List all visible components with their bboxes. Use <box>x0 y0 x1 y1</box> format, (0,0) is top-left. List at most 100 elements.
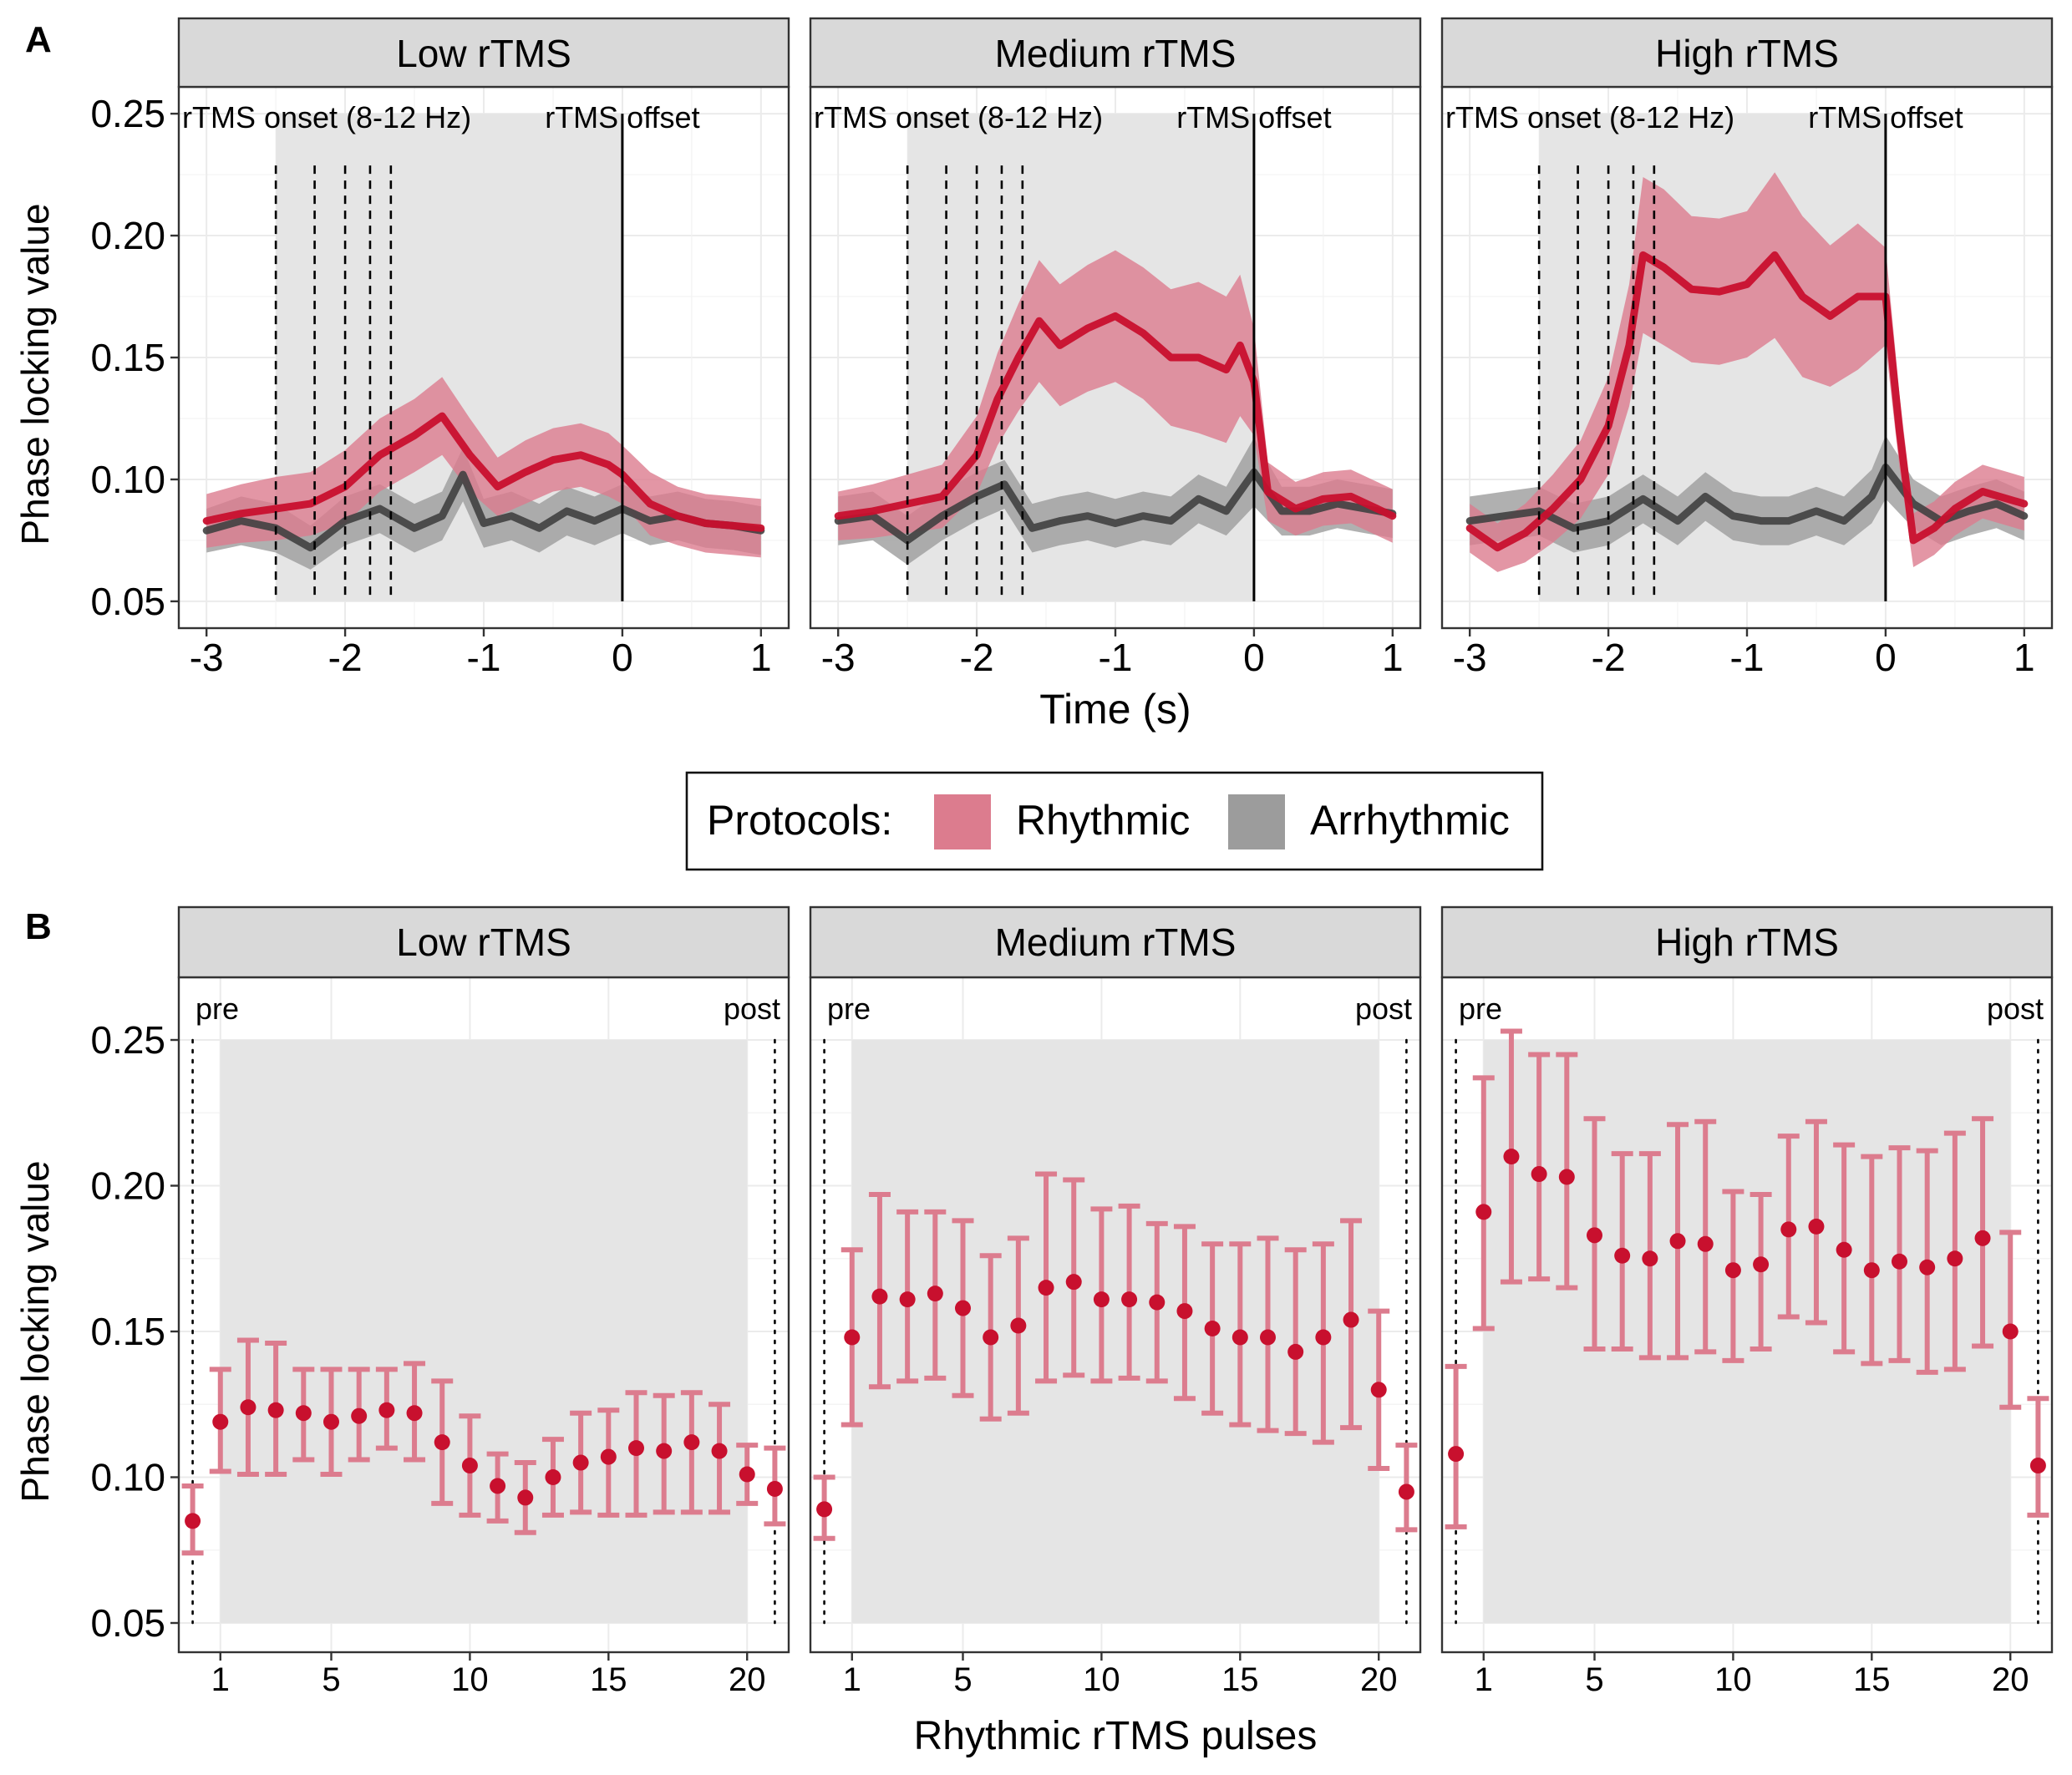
x-tick-label: 1 <box>843 1661 861 1698</box>
rhythmic-line <box>202 412 765 532</box>
facet-strip <box>809 905 1422 979</box>
y-tick-label: 0.25 <box>90 92 165 135</box>
data-point <box>545 1469 561 1485</box>
data-point <box>240 1399 256 1416</box>
data-point <box>1587 1227 1602 1244</box>
data-point <box>844 1329 861 1346</box>
offset-annotation: rTMS offset <box>1808 100 1963 134</box>
facet-title: Medium rTMS <box>995 32 1237 75</box>
data-point <box>816 1501 833 1518</box>
post-annotation: post <box>1987 991 2044 1026</box>
data-point <box>185 1513 201 1529</box>
x-tick-label: -1 <box>1730 636 1765 679</box>
offset-annotation: rTMS offset <box>1176 100 1331 134</box>
data-point <box>1121 1291 1138 1308</box>
data-point <box>1204 1321 1221 1337</box>
x-tick-label: 10 <box>451 1661 489 1698</box>
post-annotation: post <box>1355 991 1412 1026</box>
facet-title: High rTMS <box>1655 920 1839 964</box>
rhythmic-line <box>834 312 1397 520</box>
x-tick-label: -3 <box>190 636 224 679</box>
data-point <box>2029 1458 2046 1474</box>
data-point <box>1370 1382 1387 1398</box>
data-point <box>212 1413 229 1430</box>
x-tick-label: 1 <box>1475 1661 1493 1698</box>
facet-title: Low rTMS <box>396 920 571 964</box>
pre-annotation: pre <box>196 991 239 1026</box>
x-tick-label: 5 <box>953 1661 972 1698</box>
facet-title: Medium rTMS <box>995 920 1237 964</box>
x-tick-label: -2 <box>328 636 363 679</box>
stimulation-window <box>220 1040 748 1623</box>
x-tick-label: 5 <box>1585 1661 1603 1698</box>
data-point <box>1863 1262 1880 1279</box>
x-tick-label: -3 <box>821 636 856 679</box>
data-point <box>739 1466 755 1483</box>
data-point <box>1448 1446 1465 1463</box>
data-point <box>656 1443 673 1459</box>
facet-strip <box>1440 905 2054 979</box>
data-point <box>1531 1166 1547 1183</box>
data-point <box>899 1291 916 1308</box>
data-point <box>1315 1329 1332 1346</box>
data-point <box>1038 1280 1054 1296</box>
x-tick-label: -3 <box>1453 636 1487 679</box>
y-tick-label: 0.25 <box>90 1018 165 1062</box>
data-point <box>628 1440 644 1457</box>
facet-strip <box>177 17 790 89</box>
facet-strip <box>809 17 1422 89</box>
legend-key-rhythmic <box>934 794 991 849</box>
x-tick-label: 10 <box>1714 1661 1752 1698</box>
data-point <box>1724 1262 1741 1279</box>
data-point <box>1642 1250 1658 1267</box>
legend-label-rhythmic: Rhythmic <box>1016 797 1190 844</box>
onset-annotation: rTMS onset (8-12 Hz) <box>1445 100 1734 134</box>
data-point <box>1260 1329 1276 1346</box>
data-point <box>1343 1311 1359 1328</box>
y-axis-title-b: Phase locking value <box>13 1160 57 1502</box>
data-point <box>1974 1230 1991 1246</box>
data-point <box>927 1286 943 1302</box>
x-tick-label: -2 <box>960 636 994 679</box>
legend-key-arrhythmic <box>1228 794 1285 849</box>
y-tick-label: 0.20 <box>90 1164 165 1208</box>
data-point <box>871 1288 888 1305</box>
y-axis-title-a: Phase locking value <box>13 203 57 545</box>
data-point <box>2002 1323 2019 1340</box>
data-point <box>1149 1294 1166 1311</box>
facet-a-0: rTMS onset (8-12 Hz) rTMS offset Low rTMS -… <box>90 17 790 679</box>
rhythmic-line <box>1465 251 2029 552</box>
x-tick-label: 1 <box>1382 636 1404 679</box>
data-point <box>1065 1274 1082 1291</box>
x-tick-label: 10 <box>1083 1661 1120 1698</box>
stimulation-window <box>851 1040 1379 1623</box>
x-tick-label: 0 <box>612 636 633 679</box>
pre-annotation: pre <box>1459 991 1502 1026</box>
post-annotation: post <box>724 991 780 1026</box>
data-point <box>323 1413 339 1430</box>
data-point <box>683 1434 700 1451</box>
facet-strip <box>177 905 790 979</box>
data-point <box>711 1443 728 1459</box>
legend-title: Protocols: <box>707 797 892 844</box>
y-tick-label: 0.05 <box>90 580 165 623</box>
data-point <box>461 1458 478 1474</box>
facet-a-2: rTMS onset (8-12 Hz) rTMS offset High rTMS… <box>1440 17 2054 679</box>
data-point <box>600 1448 617 1465</box>
x-tick-label: 0 <box>1875 636 1897 679</box>
legend: Protocols: Rhythmic Arrhythmic <box>685 771 1544 871</box>
data-point <box>1398 1483 1414 1500</box>
x-tick-label: 20 <box>1360 1661 1398 1698</box>
x-tick-label: 15 <box>590 1661 627 1698</box>
data-point <box>1753 1256 1770 1273</box>
data-point <box>378 1402 395 1418</box>
arrhythmic-line <box>1465 463 2029 532</box>
offset-annotation: rTMS offset <box>545 100 699 134</box>
data-point <box>1475 1204 1492 1220</box>
facet-title: High rTMS <box>1655 32 1839 75</box>
facet-a-1: rTMS onset (8-12 Hz) rTMS offset Medium rT… <box>809 17 1422 679</box>
